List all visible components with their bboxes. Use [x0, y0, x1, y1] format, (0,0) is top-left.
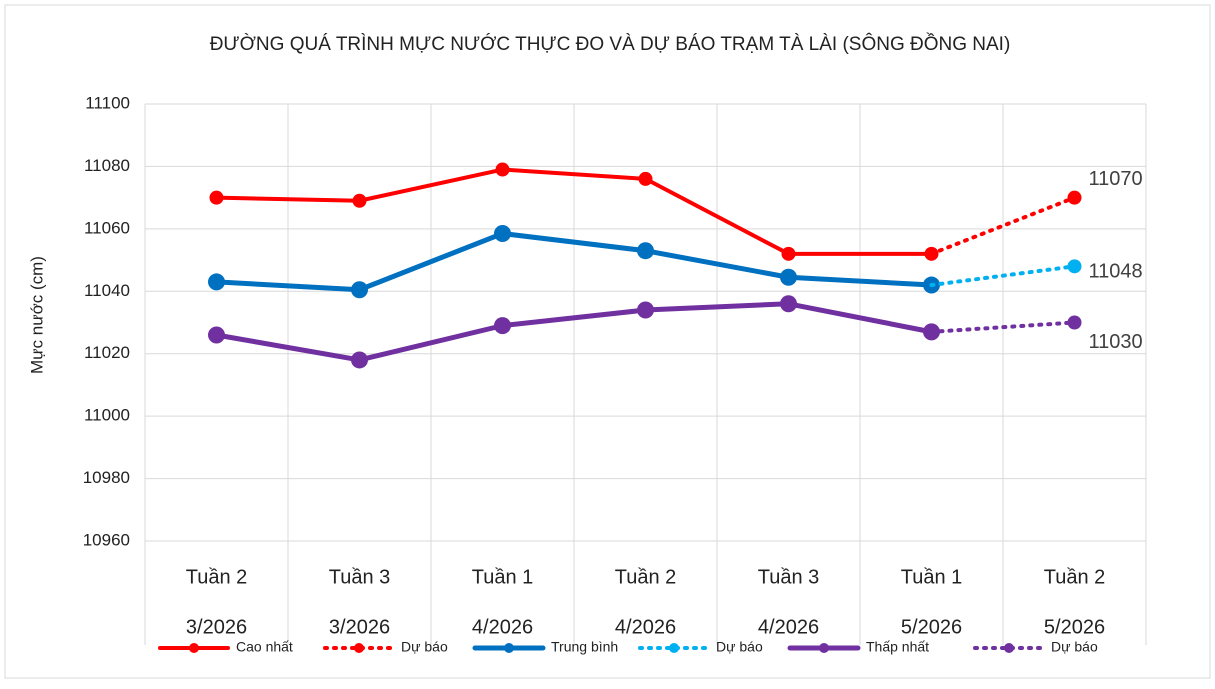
x-group-label: 5/2026	[901, 616, 962, 638]
data-point	[208, 273, 225, 291]
x-tick-label: Tuần 3	[329, 566, 391, 588]
y-tick-label: 11080	[84, 156, 130, 175]
x-tick-label: Tuần 3	[758, 566, 820, 588]
data-point	[495, 162, 510, 177]
data-point	[1067, 190, 1082, 205]
data-point	[780, 295, 797, 313]
data-point	[781, 246, 796, 261]
legend-marker	[819, 643, 829, 653]
x-group-label: 4/2026	[758, 616, 819, 638]
legend-marker	[669, 643, 679, 653]
legend-marker	[354, 643, 364, 653]
data-label: 11070	[1089, 168, 1143, 190]
x-group-label: 3/2026	[329, 616, 390, 638]
data-point	[638, 171, 653, 186]
series-line	[929, 320, 1077, 334]
y-tick-label: 11000	[84, 406, 130, 425]
x-tick-label: Tuần 1	[472, 566, 534, 588]
data-point	[780, 268, 797, 286]
legend-marker	[189, 643, 199, 653]
chart-border	[4, 4, 1211, 679]
series-line	[214, 167, 934, 256]
x-tick-label: Tuần 2	[1044, 566, 1106, 588]
data-label: 11048	[1089, 261, 1143, 283]
legend-label: Dự báo	[716, 639, 763, 655]
series-line	[929, 195, 1077, 256]
y-tick-label: 10960	[83, 530, 130, 549]
x-group-label: 4/2026	[472, 616, 533, 638]
data-point	[494, 317, 511, 335]
data-point	[1067, 259, 1082, 274]
data-point	[494, 225, 511, 243]
data-point	[208, 326, 225, 344]
y-tick-label: 11060	[84, 218, 130, 237]
legend-marker	[504, 643, 514, 653]
data-point	[352, 193, 367, 208]
data-point	[351, 351, 368, 369]
x-tick-label: Tuần 2	[186, 566, 248, 588]
legend-label: Thấp nhất	[866, 639, 929, 655]
legend-marker	[1004, 643, 1014, 653]
data-point	[637, 301, 654, 319]
legend-label: Trung bình	[551, 639, 618, 655]
y-tick-label: 11100	[85, 93, 130, 112]
series-line	[929, 264, 1077, 288]
series-line	[214, 301, 934, 363]
data-point	[209, 190, 224, 205]
y-tick-label: 10980	[83, 468, 130, 487]
x-group-label: 5/2026	[1044, 616, 1105, 638]
series-line	[214, 231, 934, 293]
chart-title: ĐƯỜNG QUÁ TRÌNH MỰC NƯỚC THỰC ĐO VÀ DỰ B…	[210, 33, 1011, 55]
data-point	[637, 242, 654, 260]
y-axis-label: Mực nước (cm)	[27, 256, 46, 374]
legend-label: Dự báo	[401, 639, 448, 655]
data-label: 11030	[1089, 331, 1143, 353]
x-tick-label: Tuần 1	[901, 566, 963, 588]
y-tick-label: 11040	[84, 281, 130, 300]
x-group-label: 4/2026	[615, 616, 676, 638]
y-tick-label: 11020	[84, 343, 130, 362]
data-point	[351, 281, 368, 299]
x-tick-label: Tuần 2	[615, 566, 677, 588]
legend-label: Dự báo	[1051, 639, 1098, 655]
legend-label: Cao nhất	[236, 639, 293, 655]
data-point	[1067, 315, 1082, 330]
x-group-label: 3/2026	[186, 616, 247, 638]
